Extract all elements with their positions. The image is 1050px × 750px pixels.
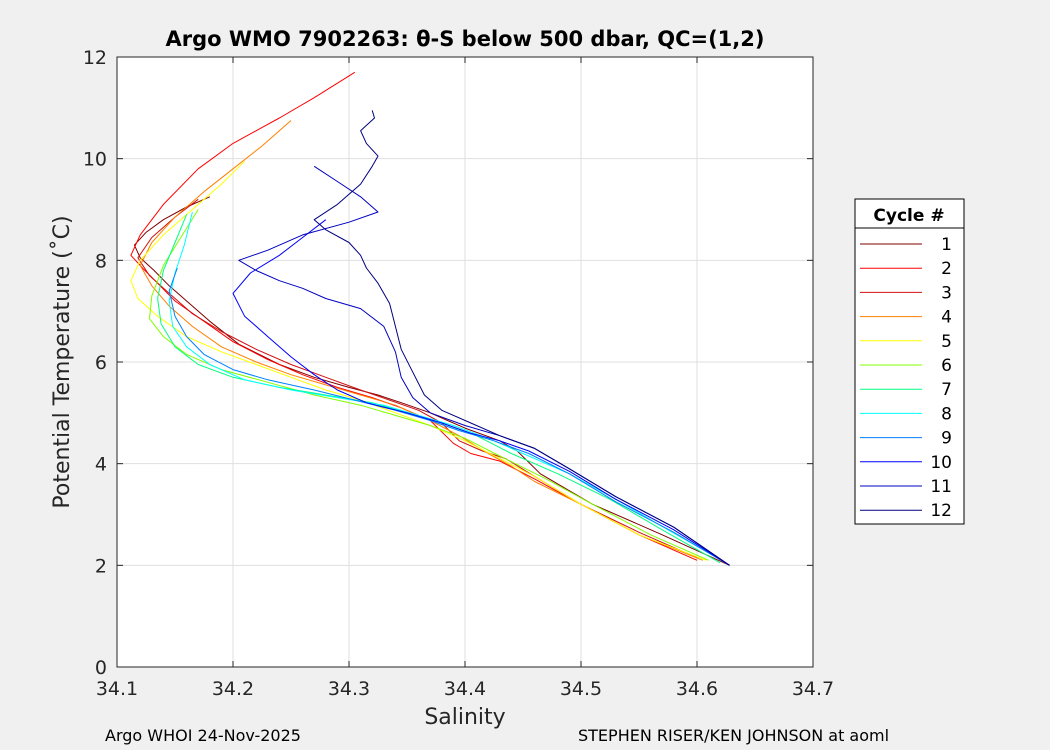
series-line-cycle-2 [130,71,698,561]
y-axis-title: Potential Temperature (˚C) [50,215,75,508]
legend-label: 3 [941,283,952,303]
legend-label: 10 [930,453,952,473]
legend-label: 6 [941,356,952,376]
y-tick-label: 4 [95,454,107,476]
y-tick-label: 6 [95,352,107,374]
legend-label: 5 [941,332,952,352]
series-line-cycle-7 [157,214,721,564]
legend-label: 11 [930,477,952,497]
legend-label: 9 [941,429,952,449]
series-line-cycle-3 [137,198,698,559]
y-tick-label: 0 [95,657,107,679]
y-tick-label: 8 [95,250,107,272]
legend-label: 12 [930,501,952,521]
x-tick-label: 34.4 [444,678,486,700]
series-line-cycle-5 [130,160,707,561]
legend-label: 8 [941,404,952,424]
series-line-cycle-6 [149,209,709,561]
footer-left: Argo WHOI 24-Nov-2025 [105,726,301,745]
series-line-cycle-10 [232,219,730,566]
legend-label: 7 [941,380,952,400]
series-line-cycle-4 [139,120,703,561]
legend-title: Cycle # [873,206,944,226]
legend-label: 1 [941,235,952,255]
y-tick-label: 12 [83,47,107,69]
y-tick-label: 10 [83,149,107,171]
y-tick-label: 2 [95,555,107,577]
legend-label: 4 [941,308,952,328]
x-tick-label: 34.3 [328,678,370,700]
footer-right: STEPHEN RISER/KEN JOHNSON at aoml [578,726,889,745]
x-tick-label: 34.1 [96,678,138,700]
series-group [130,71,730,566]
x-tick-label: 34.6 [676,678,718,700]
x-axis-title: Salinity [424,705,505,730]
legend-box [854,198,965,525]
x-tick-label: 34.5 [560,678,602,700]
legend-label: 2 [941,259,952,279]
x-tick-label: 34.2 [212,678,254,700]
ticks: 34.1 34.2 34.3 34.4 34.5 34.6 34.7 0 2 4 6 8 10 12 [83,47,834,700]
x-tick-label: 34.7 [792,678,834,700]
chart-title: Argo WMO 7902263: θ-S below 500 dbar, QC… [166,27,765,51]
series-line-cycle-12 [313,110,730,566]
